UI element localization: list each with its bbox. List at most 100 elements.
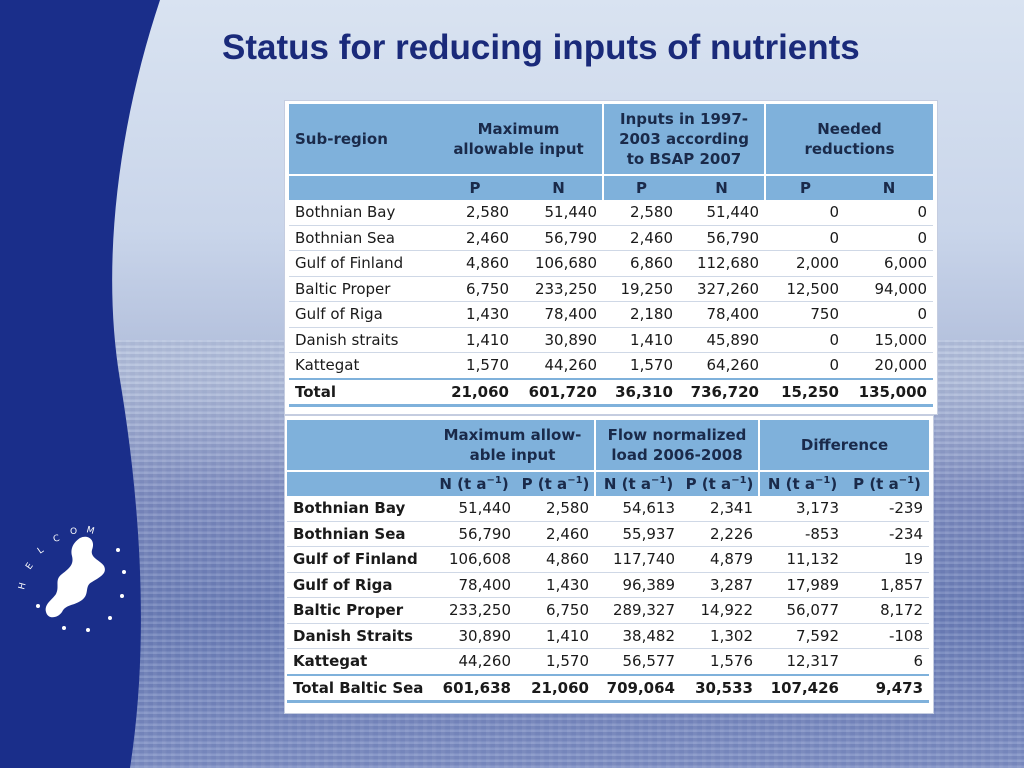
value-cell: 0	[765, 327, 845, 353]
table-row: Gulf of Finland 106,608 4,860 117,740 4,879 1…	[287, 546, 930, 573]
value-cell: 6,860	[603, 250, 679, 277]
value-cell: 1,570	[603, 352, 679, 379]
value-cell: 289,327	[595, 597, 681, 624]
table-row: Danish straits 1,410 30,890 1,410 45,890 0 15,…	[289, 327, 933, 353]
logo-letter-c: C	[52, 534, 61, 545]
value-cell: 56,077	[759, 597, 845, 624]
table-row: Gulf of Riga 1,430 78,400 2,180 78,400 750 0	[289, 301, 933, 328]
unit-exponent: −1	[486, 475, 502, 486]
value-cell: 44,260	[431, 648, 517, 675]
value-cell: 3,287	[681, 572, 759, 598]
value-cell: 2,580	[435, 200, 515, 226]
header-n: N	[845, 174, 933, 200]
value-cell: 1,570	[435, 352, 515, 379]
value-cell: 1,576	[681, 648, 759, 675]
value-cell: 107,426	[759, 673, 845, 703]
value-cell: 12,317	[759, 648, 845, 675]
header-difference: Difference	[757, 420, 930, 471]
table-row: Kattegat 1,570 44,260 1,570 64,260 0 20,000	[289, 352, 933, 379]
value-cell: 135,000	[845, 377, 933, 407]
row-name-cell: Gulf of Riga	[289, 301, 435, 328]
needed-reductions-table-card: Sub-region Maximum allowable input Input…	[285, 101, 937, 414]
unit-close: )	[830, 475, 838, 493]
value-cell: 11,132	[759, 546, 845, 573]
unit-exponent: −1	[898, 475, 915, 486]
value-cell: 4,860	[435, 250, 515, 277]
value-cell: 15,000	[845, 327, 933, 353]
flow-normalized-load-table-card: Maximum allow-able input Flow normalized…	[285, 416, 933, 713]
value-cell: 1,570	[517, 648, 595, 675]
value-cell: 15,250	[765, 377, 845, 407]
row-name-cell: Bothnian Sea	[287, 521, 431, 547]
row-name-cell: Baltic Proper	[287, 597, 431, 624]
value-cell: 2,580	[603, 200, 679, 226]
row-name-cell: Total Baltic Sea	[287, 673, 431, 703]
table-row: Baltic Proper 233,250 6,750 289,327 14,922 56…	[287, 597, 930, 624]
table-row: Gulf of Finland 4,860 106,680 6,860 112,680 2…	[289, 250, 933, 277]
value-cell: 2,460	[517, 521, 595, 547]
value-cell: 2,341	[681, 496, 759, 522]
value-cell: 117,740	[595, 546, 681, 573]
header-blank	[287, 470, 431, 496]
header-needed-reductions: Needed reductions	[764, 104, 933, 175]
value-cell: 30,890	[515, 327, 603, 353]
unit-exponent: −1	[731, 475, 747, 486]
header-n-unit: N (t a−1)	[431, 470, 517, 496]
table-row: Danish Straits 30,890 1,410 38,482 1,302 7,59…	[287, 623, 930, 649]
value-cell: 9,473	[845, 673, 930, 703]
value-cell: 2,460	[603, 225, 679, 251]
header-max-allowable-input: Maximum allow-able input	[431, 420, 595, 471]
header-n: N	[679, 174, 765, 200]
header-n-unit: N (t a−1)	[594, 470, 681, 496]
unit-exponent: −1	[814, 475, 831, 486]
value-cell: 1,410	[517, 623, 595, 649]
value-cell: 19,250	[603, 276, 679, 302]
logo-letter-m: M	[85, 525, 95, 537]
value-cell: 51,440	[431, 496, 517, 522]
table-row: Bothnian Bay 51,440 2,580 54,613 2,341 3,173-…	[287, 496, 930, 522]
header-n-unit: N (t a−1)	[758, 470, 845, 496]
flow-normalized-load-table: Maximum allow-able input Flow normalized…	[287, 420, 930, 703]
value-cell: 0	[845, 301, 933, 328]
value-cell: 17,989	[759, 572, 845, 598]
logo-letter-o: O	[70, 527, 77, 537]
value-cell: 601,720	[515, 377, 603, 407]
value-cell: 78,400	[679, 301, 765, 328]
side-band	[0, 0, 160, 768]
value-cell: 21,060	[517, 673, 595, 703]
row-name-cell: Gulf of Riga	[287, 572, 431, 598]
value-cell: 20,000	[845, 352, 933, 379]
value-cell: 54,613	[595, 496, 681, 522]
row-name-cell: Gulf of Finland	[287, 546, 431, 573]
value-cell: 44,260	[515, 352, 603, 379]
table-row: Bothnian Sea 2,460 56,790 2,460 56,790 0 0	[289, 225, 933, 251]
value-cell: 96,389	[595, 572, 681, 598]
value-cell: 233,250	[431, 597, 517, 624]
value-cell: 736,720	[679, 377, 765, 407]
value-cell: 7,592	[759, 623, 845, 649]
unit-exponent: −1	[567, 475, 583, 486]
value-cell: 30,890	[431, 623, 517, 649]
unit-label: P (t a	[521, 475, 568, 493]
value-cell: 327,260	[679, 276, 765, 302]
value-cell: 94,000	[845, 276, 933, 302]
value-cell: 0	[765, 352, 845, 379]
unit-close: )	[666, 475, 674, 493]
value-cell: 2,226	[681, 521, 759, 547]
table-row: Gulf of Riga 78,400 1,430 96,389 3,287 17,989…	[287, 572, 930, 598]
unit-close: )	[582, 475, 590, 493]
helcom-logo: H E L C O M	[18, 525, 126, 632]
value-cell: 3,173	[759, 496, 845, 522]
value-cell: 21,060	[435, 377, 515, 407]
value-cell: 38,482	[595, 623, 681, 649]
value-cell: 2,000	[765, 250, 845, 277]
value-cell: 0	[845, 200, 933, 226]
unit-exponent: −1	[650, 475, 667, 486]
value-cell: 4,860	[517, 546, 595, 573]
row-name-cell: Kattegat	[289, 352, 435, 379]
value-cell: 2,460	[435, 225, 515, 251]
unit-close: )	[501, 475, 509, 493]
value-cell: 2,180	[603, 301, 679, 328]
value-cell: 6	[845, 648, 930, 675]
value-cell: 1,857	[845, 572, 930, 598]
